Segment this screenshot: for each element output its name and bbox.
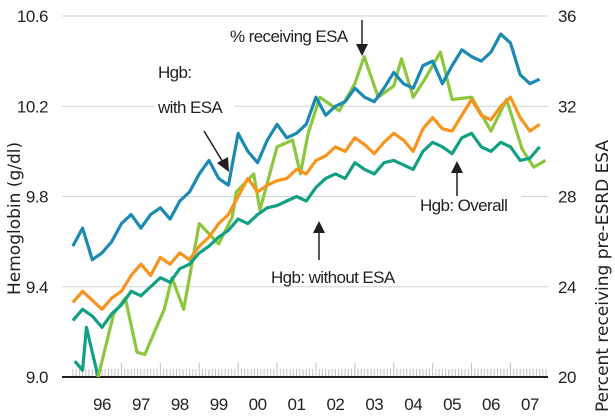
annotation-with-esa-line2: with ESA [157, 98, 223, 117]
x-tick-label: 00 [249, 395, 267, 414]
y2-axis-label: Percent receiving pre-ESRD ESA [593, 140, 613, 412]
annotation-bg [416, 194, 522, 216]
arrow-up-icon [313, 221, 325, 260]
x-tick-label: 96 [93, 395, 111, 414]
x-tick-label: 06 [482, 395, 500, 414]
series-lines [71, 32, 547, 378]
series-line-pct-esa [96, 50, 547, 378]
series-line-with-esa [71, 32, 541, 262]
y2-tick-label: 20 [558, 368, 576, 387]
y-tick-label: 9.4 [26, 278, 48, 297]
y2-tick-label: 32 [558, 97, 576, 116]
x-tick-label: 97 [132, 395, 150, 414]
annotation-overall: Hgb: Overall [420, 196, 507, 215]
annotation-bg [154, 96, 234, 116]
y2-tick-label: 24 [558, 278, 576, 297]
y2-tick-label: 36 [558, 7, 576, 26]
arrow-down-right-icon [203, 130, 229, 172]
x-tick-label: 07 [521, 395, 539, 414]
x-tick-label: 01 [288, 395, 306, 414]
series-line-pct-esa-early [73, 325, 100, 378]
series-line-overall [71, 95, 541, 311]
y-tick-label: 10.6 [17, 7, 48, 26]
arrow-down-icon [356, 20, 368, 56]
annotation-without-esa: Hgb: without ESA [271, 268, 396, 287]
y-tick-label: 9.0 [26, 368, 48, 387]
tick-labels: 9.0 20 9.4 24 9.8 28 10.2 32 10.6 36 96 97 98 99 00 01 0… [17, 7, 577, 414]
y-tick-label: 9.8 [26, 188, 48, 207]
x-axis-ticks [62, 363, 548, 378]
series-line-without-esa [71, 131, 541, 329]
y-tick-label: 10.2 [17, 97, 48, 116]
x-tick-label: 02 [326, 395, 344, 414]
x-tick-label: 05 [443, 395, 461, 414]
annotation-with-esa-line1: Hgb: [158, 63, 192, 82]
annotation-bg [226, 24, 350, 46]
y-axis-label: Hemoglobin (g/dl) [5, 142, 25, 295]
y2-tick-label: 28 [558, 188, 576, 207]
annotation-pct-esa: % receiving ESA [230, 27, 349, 46]
arrow-up-icon [451, 161, 463, 196]
x-tick-label: 04 [404, 395, 422, 414]
x-tick-label: 99 [210, 395, 228, 414]
x-tick-label: 03 [365, 395, 383, 414]
x-tick-label: 98 [171, 395, 189, 414]
annotations: % receiving ESA Hgb: with ESA Hgb: Overa… [154, 20, 522, 287]
